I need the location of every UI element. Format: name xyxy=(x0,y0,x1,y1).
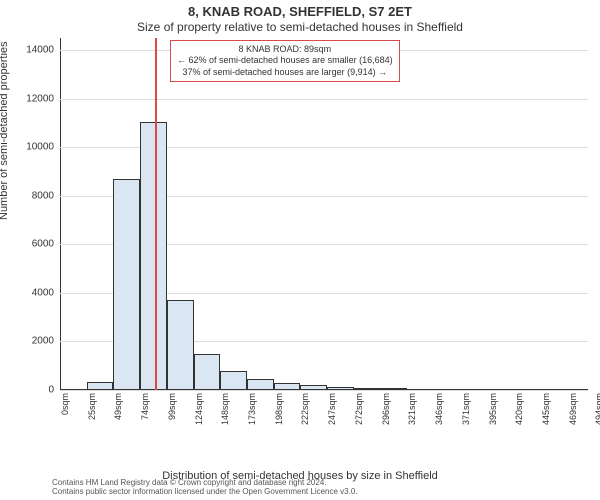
ytick-label: 12000 xyxy=(26,93,54,104)
callout-title: 8 KNAB ROAD: 89sqm xyxy=(177,44,393,55)
xtick-label: 198sqm xyxy=(274,393,284,425)
histogram-bar xyxy=(381,388,408,390)
ytick-label: 10000 xyxy=(26,142,54,153)
callout-larger-line: 37% of semi-detached houses are larger (… xyxy=(177,67,393,78)
histogram-bar xyxy=(300,385,327,390)
gridline xyxy=(60,99,588,100)
page-subtitle: Size of property relative to semi-detach… xyxy=(0,20,600,34)
callout-smaller-line: ← 62% of semi-detached houses are smalle… xyxy=(177,55,393,66)
xtick-label: 74sqm xyxy=(140,393,150,420)
xtick-label: 272sqm xyxy=(354,393,364,425)
page-title: 8, KNAB ROAD, SHEFFIELD, S7 2ET xyxy=(0,4,600,19)
xtick-label: 222sqm xyxy=(300,393,310,425)
xtick-label: 346sqm xyxy=(434,393,444,425)
xtick-label: 148sqm xyxy=(220,393,230,425)
ytick-label: 8000 xyxy=(32,190,54,201)
xtick-label: 494sqm xyxy=(594,393,600,425)
xtick-label: 173sqm xyxy=(247,393,257,425)
ytick-label: 14000 xyxy=(26,45,54,56)
footer-line-1: Contains HM Land Registry data © Crown c… xyxy=(52,478,358,487)
xtick-label: 99sqm xyxy=(167,393,177,420)
histogram-bar xyxy=(327,387,354,390)
xtick-label: 25sqm xyxy=(87,393,97,420)
property-marker-line xyxy=(155,38,157,390)
histogram-bar xyxy=(194,354,221,390)
ytick-label: 6000 xyxy=(32,239,54,250)
callout-box: 8 KNAB ROAD: 89sqm← 62% of semi-detached… xyxy=(170,40,400,82)
attribution-footer: Contains HM Land Registry data © Crown c… xyxy=(52,478,358,496)
xtick-label: 469sqm xyxy=(568,393,578,425)
gridline xyxy=(60,390,588,391)
xtick-label: 395sqm xyxy=(488,393,498,425)
histogram-bar xyxy=(167,300,194,390)
histogram-bar xyxy=(220,371,247,390)
ytick-label: 4000 xyxy=(32,287,54,298)
xtick-label: 247sqm xyxy=(327,393,337,425)
ytick-label: 2000 xyxy=(32,336,54,347)
xtick-label: 124sqm xyxy=(194,393,204,425)
ytick-label: 0 xyxy=(48,385,54,396)
histogram-bar xyxy=(87,382,114,390)
histogram-bar xyxy=(354,388,381,390)
xtick-label: 445sqm xyxy=(541,393,551,425)
xtick-label: 0sqm xyxy=(60,393,70,415)
histogram-bar xyxy=(247,379,274,390)
xtick-label: 296sqm xyxy=(381,393,391,425)
chart-area: 020004000600080001000012000140000sqm25sq… xyxy=(60,38,588,390)
xtick-label: 321sqm xyxy=(407,393,417,425)
xtick-label: 371sqm xyxy=(461,393,471,425)
histogram-bar xyxy=(140,122,167,390)
xtick-label: 420sqm xyxy=(514,393,524,425)
y-axis-line xyxy=(60,38,61,390)
y-axis-label: Number of semi-detached properties xyxy=(0,41,10,220)
histogram-bar xyxy=(113,179,140,390)
xtick-label: 49sqm xyxy=(113,393,123,420)
histogram-bar xyxy=(274,383,301,390)
footer-line-2: Contains public sector information licen… xyxy=(52,487,358,496)
